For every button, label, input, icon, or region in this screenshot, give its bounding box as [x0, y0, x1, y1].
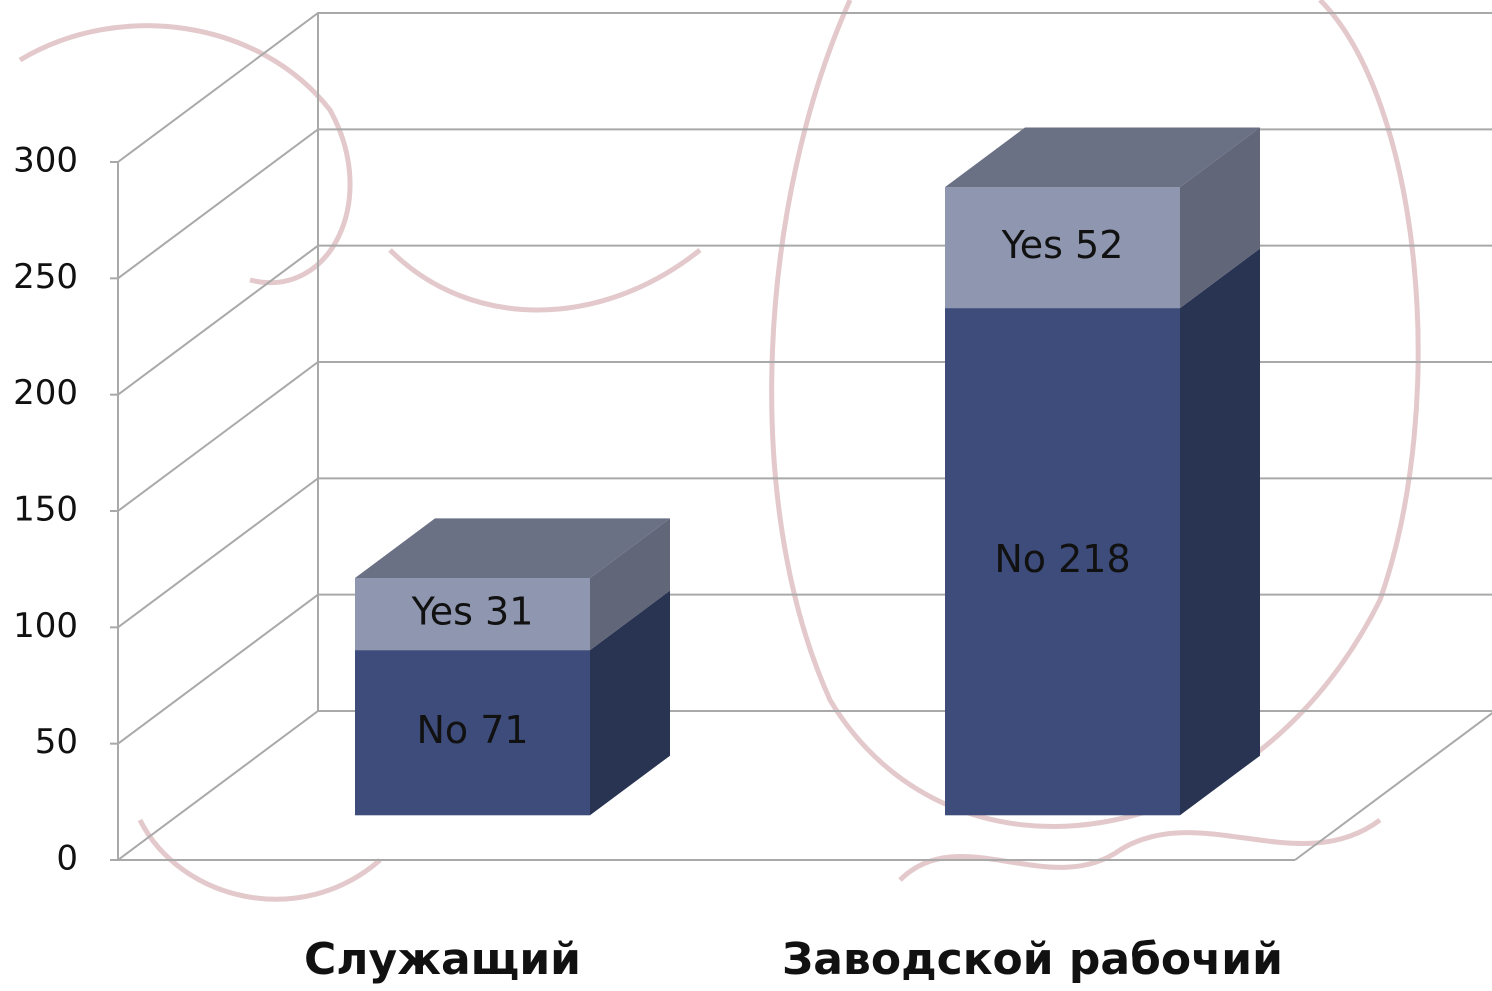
grid-line — [117, 361, 1492, 512]
y-tick-label: 0 — [56, 839, 78, 879]
y-tick-label: 300 — [13, 141, 78, 181]
data-label: No 71 — [416, 708, 528, 752]
data-label: Yes 31 — [411, 590, 534, 634]
bar-side — [1180, 248, 1260, 816]
y-tick-label: 250 — [13, 257, 78, 297]
bar-side — [1180, 127, 1260, 309]
y-tick-label: 150 — [13, 490, 78, 530]
y-tick-label: 200 — [13, 373, 78, 413]
y-tick-label: 50 — [35, 722, 78, 762]
grid-line — [117, 244, 1492, 396]
grid-line — [117, 477, 1492, 629]
bar-front — [945, 308, 1180, 816]
bar-front — [355, 650, 590, 816]
x-tick-label: Служащий — [304, 934, 581, 985]
bar-front — [355, 577, 590, 651]
bar-front — [945, 187, 1180, 309]
grid-line — [117, 710, 1492, 861]
grid-line — [117, 593, 1492, 745]
data-label: Yes 52 — [1001, 223, 1124, 267]
bar-top — [355, 518, 670, 578]
bar-side — [590, 590, 670, 816]
data-label: No 218 — [994, 537, 1130, 581]
floor-right — [1294, 711, 1492, 861]
bar-top — [945, 127, 1260, 188]
grid-line — [117, 12, 1492, 163]
y-tick-label: 100 — [13, 606, 78, 646]
bar-side — [590, 518, 670, 651]
x-tick-label: Заводской рабочий — [782, 934, 1283, 985]
